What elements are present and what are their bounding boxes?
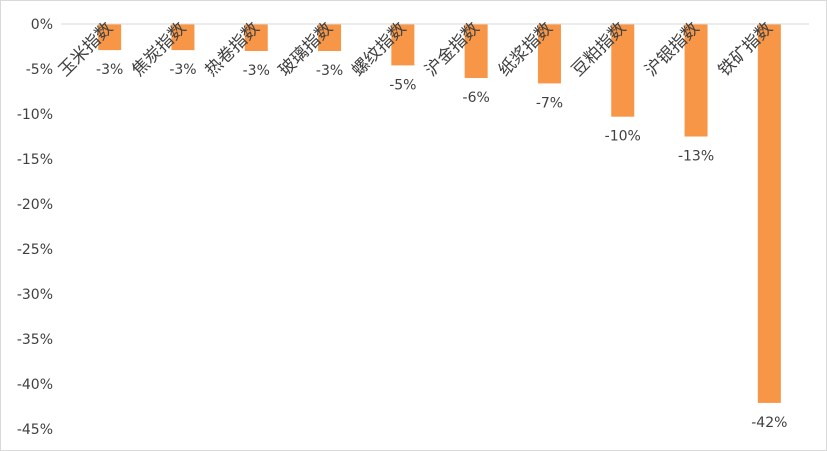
- data-label: -6%: [463, 90, 490, 106]
- bar: [391, 24, 415, 66]
- bar: [537, 24, 561, 84]
- bar: [611, 24, 635, 117]
- y-tick-label: -45%: [17, 422, 53, 438]
- y-tick-label: -5%: [26, 62, 53, 78]
- data-label: -13%: [678, 149, 714, 165]
- bar: [464, 24, 488, 78]
- bar: [684, 24, 708, 137]
- data-label: -5%: [389, 77, 416, 93]
- data-label: -10%: [605, 129, 641, 145]
- data-label: -3%: [169, 62, 196, 78]
- y-tick-label: -25%: [17, 242, 53, 258]
- data-label: -3%: [316, 63, 343, 79]
- y-tick-label: 0%: [31, 17, 53, 33]
- y-tick-label: -15%: [17, 152, 53, 168]
- data-label: -3%: [96, 62, 123, 78]
- data-label: -3%: [243, 63, 270, 79]
- bar: [318, 24, 342, 51]
- data-labels: -3% -3% -3% -3% -5% -6% -7% -10% -13% -42%: [96, 62, 787, 431]
- y-tick-label: -40%: [17, 377, 53, 393]
- y-tick-label: -30%: [17, 287, 53, 303]
- y-tick-label: -10%: [17, 107, 53, 123]
- bar: [98, 24, 122, 51]
- bars: [98, 24, 781, 403]
- data-label: -7%: [536, 95, 563, 111]
- y-axis-ticks: 0% -5% -10% -15% -20% -25% -30% -35% -40% -45%: [17, 17, 53, 438]
- bar: [757, 24, 781, 403]
- bar: [244, 24, 268, 51]
- y-tick-label: -35%: [17, 332, 53, 348]
- category-labels: 玉米指数 焦炭指数 热卷指数 玻璃指数 螺纹指数 沪金指数 纸浆指数 豆粕指数 沪银指数 铁矿指数: [55, 18, 777, 80]
- bar: [171, 24, 195, 51]
- data-label: -42%: [751, 415, 787, 431]
- y-tick-label: -20%: [17, 197, 53, 213]
